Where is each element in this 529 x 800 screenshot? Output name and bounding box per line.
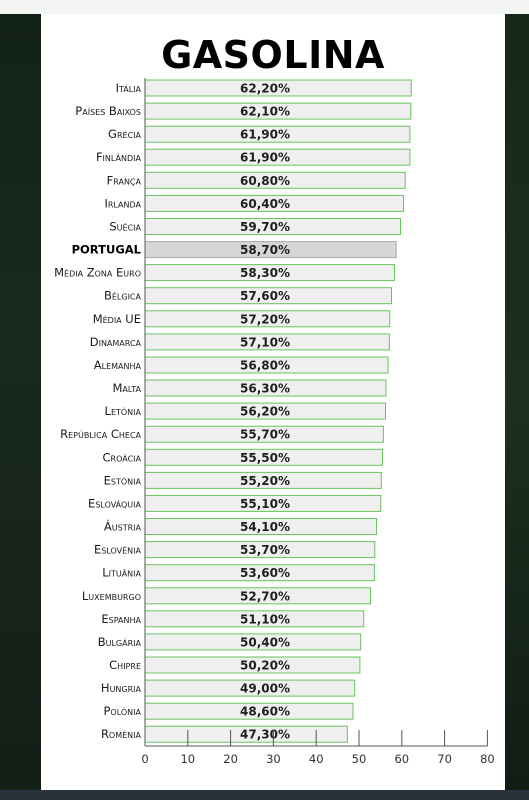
data-label: 49,00% [240, 682, 290, 696]
data-label: 55,20% [240, 474, 290, 488]
background-strip-bottom [0, 790, 529, 800]
category-label: Itália [116, 81, 142, 95]
data-label: 61,90% [240, 128, 290, 142]
category-label: Polónia [103, 704, 141, 718]
category-label: Malta [113, 381, 142, 395]
category-label: Estónia [104, 473, 142, 487]
category-label: Suécia [109, 220, 141, 234]
x-tick-label: 0 [141, 752, 148, 766]
x-tick-label: 20 [223, 752, 238, 766]
data-label: 53,60% [240, 566, 290, 580]
data-label: 51,10% [240, 612, 290, 626]
data-label: 62,20% [240, 82, 290, 96]
data-label: 62,10% [240, 105, 290, 119]
x-tick-label: 40 [309, 752, 324, 766]
category-label: Roménia [101, 727, 142, 741]
x-tick-label: 50 [352, 752, 367, 766]
background-strip-top [0, 0, 529, 14]
category-label: Luxemburgo [82, 589, 141, 603]
category-label: Finlândia [96, 150, 142, 164]
data-label: 58,30% [240, 266, 290, 280]
category-label: Países Baixos [75, 104, 141, 118]
x-tick-label: 30 [266, 752, 281, 766]
data-label: 57,60% [240, 289, 290, 303]
category-label: Espanha [101, 612, 141, 626]
data-label: 50,40% [240, 635, 290, 649]
data-label: 52,70% [240, 589, 290, 603]
category-label: Letónia [105, 404, 142, 418]
data-label: 55,70% [240, 428, 290, 442]
category-label: Áustria [104, 519, 142, 534]
data-label: 56,80% [240, 359, 290, 373]
data-label: 50,20% [240, 659, 290, 673]
category-label: Bulgária [98, 635, 142, 649]
data-label: 59,70% [240, 220, 290, 234]
category-label: Eslovénia [94, 543, 142, 557]
x-tick-label: 80 [480, 752, 495, 766]
category-label: Eslováquia [88, 496, 141, 510]
data-label: 61,90% [240, 151, 290, 165]
category-label: Lituânia [102, 566, 141, 580]
data-label: 48,60% [240, 705, 290, 719]
category-label: PORTUGAL [72, 243, 142, 257]
category-label: França [107, 173, 142, 187]
data-label: 56,30% [240, 382, 290, 396]
category-label: Irlanda [104, 196, 141, 210]
category-label: Média Zona Euro [54, 266, 141, 280]
category-label: Bélgica [104, 289, 142, 303]
category-label: Dinamarca [90, 335, 142, 349]
data-label: 57,10% [240, 335, 290, 349]
x-tick-label: 60 [394, 752, 409, 766]
data-label: 60,40% [240, 197, 290, 211]
data-label: 60,80% [240, 174, 290, 188]
chart-title: GASOLINA [161, 33, 385, 77]
category-label: Média UE [93, 312, 141, 326]
category-label: República Checa [60, 427, 141, 441]
x-tick-label: 70 [437, 752, 452, 766]
data-label: 54,10% [240, 520, 290, 534]
background-strip-left [0, 14, 41, 790]
x-tick-label: 10 [180, 752, 195, 766]
background-strip-right [505, 14, 529, 790]
category-label: Hungria [101, 681, 142, 695]
data-label: 47,30% [240, 728, 290, 742]
category-label: Croácia [103, 450, 142, 464]
category-label: Chipre [109, 658, 141, 672]
data-label: 53,70% [240, 543, 290, 557]
data-label: 56,20% [240, 405, 290, 419]
data-label: 58,70% [240, 243, 290, 257]
data-label: 55,10% [240, 497, 290, 511]
category-label: Alemanha [94, 358, 142, 372]
category-label: Grécia [108, 127, 141, 141]
data-label: 57,20% [240, 312, 290, 326]
data-label: 55,50% [240, 451, 290, 465]
